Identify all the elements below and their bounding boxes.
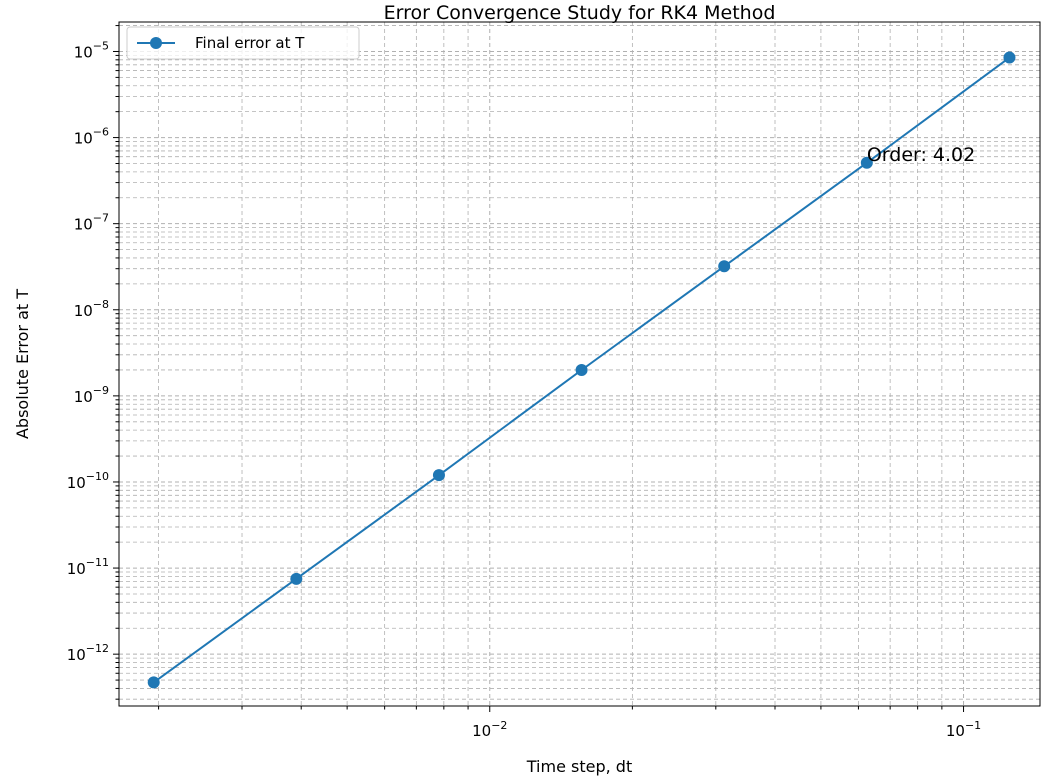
y-tick-label: 10−10 bbox=[67, 470, 109, 492]
y-tick-label: 10−9 bbox=[74, 384, 109, 406]
x-axis-label: Time step, dt bbox=[526, 757, 632, 776]
y-tick-base: 10 bbox=[74, 302, 93, 320]
x-tick-exponent: −1 bbox=[965, 719, 981, 732]
ticks: 10−2 10−110−1210−1110−1010−910−810−710−61… bbox=[67, 25, 981, 740]
x-tick-label: 10−2 bbox=[472, 719, 507, 740]
y-tick-exponent: −7 bbox=[93, 212, 109, 225]
data-point bbox=[860, 156, 873, 169]
data-point bbox=[432, 469, 445, 482]
series-layer bbox=[147, 51, 1016, 689]
x-tick-label: 10−1 bbox=[946, 719, 981, 740]
data-point bbox=[575, 363, 588, 376]
y-tick-exponent: −12 bbox=[86, 642, 109, 655]
y-tick-label: 10−11 bbox=[67, 556, 109, 578]
data-point bbox=[147, 676, 160, 689]
grid bbox=[119, 22, 1040, 706]
y-axis-label: Absolute Error at T bbox=[13, 289, 32, 439]
legend-marker-sample bbox=[150, 37, 162, 49]
annotation-layer: Order: 4.02 bbox=[867, 144, 975, 166]
y-tick-exponent: −9 bbox=[93, 384, 109, 397]
y-tick-label: 10−8 bbox=[74, 298, 109, 320]
y-tick-label: 10−7 bbox=[74, 212, 109, 234]
data-point bbox=[718, 260, 731, 273]
data-point bbox=[1003, 51, 1016, 64]
data-point bbox=[290, 572, 303, 585]
legend: Final error at T bbox=[126, 26, 360, 60]
y-tick-exponent: −5 bbox=[93, 39, 109, 52]
y-tick-base: 10 bbox=[67, 560, 86, 578]
y-tick-exponent: −11 bbox=[86, 556, 109, 569]
y-tick-exponent: −6 bbox=[93, 126, 109, 139]
plot-frame bbox=[118, 21, 1041, 707]
y-tick-label: 10−5 bbox=[74, 39, 109, 61]
legend-entry-label: Final error at T bbox=[195, 34, 305, 52]
order-annotation: Order: 4.02 bbox=[867, 144, 975, 166]
y-tick-base: 10 bbox=[67, 474, 86, 492]
y-tick-label: 10−6 bbox=[74, 126, 109, 148]
y-tick-base: 10 bbox=[74, 43, 93, 61]
legend-box bbox=[126, 26, 360, 60]
x-tick-exponent: −2 bbox=[491, 719, 507, 732]
x-tick-base: 10 bbox=[472, 722, 491, 740]
y-tick-exponent: −8 bbox=[93, 298, 109, 311]
x-tick-base: 10 bbox=[946, 722, 965, 740]
y-tick-base: 10 bbox=[74, 216, 93, 234]
y-tick-base: 10 bbox=[74, 130, 93, 148]
y-tick-label: 10−12 bbox=[67, 642, 109, 664]
chart-title: Error Convergence Study for RK4 Method bbox=[384, 2, 776, 24]
y-tick-exponent: −10 bbox=[86, 470, 109, 483]
y-tick-base: 10 bbox=[74, 388, 93, 406]
y-tick-base: 10 bbox=[67, 646, 86, 664]
